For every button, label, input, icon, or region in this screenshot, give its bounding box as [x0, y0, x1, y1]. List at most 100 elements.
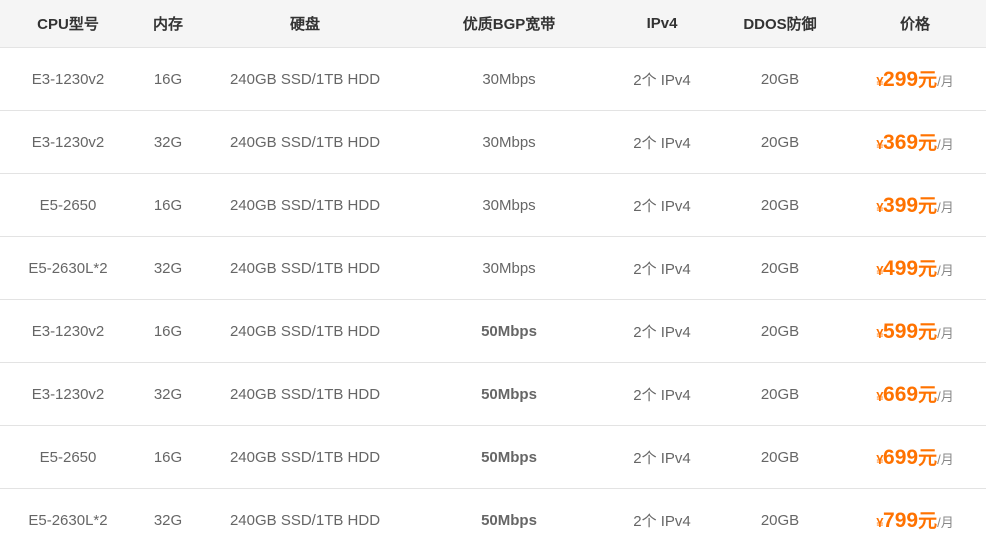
cell-memory: 16G: [136, 426, 200, 489]
price-amount: 669: [883, 383, 918, 406]
cell-disk: 240GB SSD/1TB HDD: [200, 48, 410, 111]
price-value: ¥699元/月: [876, 447, 953, 468]
price-amount: 369: [883, 131, 918, 154]
currency-symbol: ¥: [876, 326, 883, 341]
currency-symbol: ¥: [876, 200, 883, 215]
cell-disk: 240GB SSD/1TB HDD: [200, 489, 410, 551]
cell-ddos: 20GB: [716, 489, 844, 551]
cell-bandwidth: 30Mbps: [410, 111, 608, 174]
cell-ddos: 20GB: [716, 426, 844, 489]
cell-price: ¥699元/月: [844, 426, 986, 489]
cell-price: ¥799元/月: [844, 489, 986, 551]
cell-memory: 32G: [136, 111, 200, 174]
cell-ipv4: 2个 IPv4: [608, 237, 716, 300]
cell-ipv4: 2个 IPv4: [608, 48, 716, 111]
price-period: /月: [937, 200, 954, 215]
cell-price: ¥669元/月: [844, 363, 986, 426]
cell-memory: 16G: [136, 300, 200, 363]
cell-disk: 240GB SSD/1TB HDD: [200, 363, 410, 426]
cell-ddos: 20GB: [716, 300, 844, 363]
price-period: /月: [937, 263, 954, 278]
price-amount: 299: [883, 68, 918, 91]
price-value: ¥669元/月: [876, 384, 953, 405]
price-currency-cn: 元: [918, 511, 937, 532]
column-header-mem: 内存: [136, 0, 200, 48]
cell-memory: 16G: [136, 48, 200, 111]
price-currency-cn: 元: [918, 133, 937, 154]
cell-ipv4: 2个 IPv4: [608, 363, 716, 426]
cell-bandwidth: 50Mbps: [410, 363, 608, 426]
column-header-bw: 优质BGP宽带: [410, 0, 608, 48]
cell-bandwidth: 30Mbps: [410, 237, 608, 300]
price-value: ¥299元/月: [876, 69, 953, 90]
cell-price: ¥599元/月: [844, 300, 986, 363]
price-currency-cn: 元: [918, 70, 937, 91]
price-amount: 499: [883, 257, 918, 280]
price-value: ¥399元/月: [876, 195, 953, 216]
cell-cpu: E5-2650: [0, 174, 136, 237]
price-currency-cn: 元: [918, 448, 937, 469]
column-header-ddos: DDOS防御: [716, 0, 844, 48]
cell-cpu: E5-2630L*2: [0, 489, 136, 551]
currency-symbol: ¥: [876, 263, 883, 278]
cell-bandwidth: 50Mbps: [410, 426, 608, 489]
cell-memory: 16G: [136, 174, 200, 237]
currency-symbol: ¥: [876, 515, 883, 530]
cell-ddos: 20GB: [716, 363, 844, 426]
cell-bandwidth: 50Mbps: [410, 300, 608, 363]
price-period: /月: [937, 326, 954, 341]
price-amount: 399: [883, 194, 918, 217]
cell-bandwidth: 50Mbps: [410, 489, 608, 551]
cell-bandwidth: 30Mbps: [410, 174, 608, 237]
cell-disk: 240GB SSD/1TB HDD: [200, 237, 410, 300]
price-period: /月: [937, 137, 954, 152]
cell-cpu: E3-1230v2: [0, 48, 136, 111]
cell-ipv4: 2个 IPv4: [608, 489, 716, 551]
price-period: /月: [937, 452, 954, 467]
cell-ddos: 20GB: [716, 48, 844, 111]
price-amount: 799: [883, 509, 918, 532]
cell-cpu: E3-1230v2: [0, 363, 136, 426]
cell-ipv4: 2个 IPv4: [608, 300, 716, 363]
cell-cpu: E3-1230v2: [0, 111, 136, 174]
cell-ipv4: 2个 IPv4: [608, 426, 716, 489]
cell-ipv4: 2个 IPv4: [608, 174, 716, 237]
cell-price: ¥499元/月: [844, 237, 986, 300]
price-amount: 599: [883, 320, 918, 343]
column-header-disk: 硬盘: [200, 0, 410, 48]
cell-cpu: E5-2630L*2: [0, 237, 136, 300]
cell-memory: 32G: [136, 237, 200, 300]
cell-disk: 240GB SSD/1TB HDD: [200, 300, 410, 363]
cell-ddos: 20GB: [716, 237, 844, 300]
cell-ddos: 20GB: [716, 174, 844, 237]
cell-bandwidth: 30Mbps: [410, 48, 608, 111]
price-currency-cn: 元: [918, 385, 937, 406]
currency-symbol: ¥: [876, 389, 883, 404]
cell-disk: 240GB SSD/1TB HDD: [200, 426, 410, 489]
price-value: ¥369元/月: [876, 132, 953, 153]
price-period: /月: [937, 389, 954, 404]
cell-disk: 240GB SSD/1TB HDD: [200, 111, 410, 174]
price-value: ¥799元/月: [876, 510, 953, 531]
price-currency-cn: 元: [918, 196, 937, 217]
cell-price: ¥399元/月: [844, 174, 986, 237]
price-currency-cn: 元: [918, 259, 937, 280]
cell-memory: 32G: [136, 363, 200, 426]
cell-cpu: E3-1230v2: [0, 300, 136, 363]
currency-symbol: ¥: [876, 137, 883, 152]
cell-memory: 32G: [136, 489, 200, 551]
price-value: ¥599元/月: [876, 321, 953, 342]
cell-price: ¥369元/月: [844, 111, 986, 174]
